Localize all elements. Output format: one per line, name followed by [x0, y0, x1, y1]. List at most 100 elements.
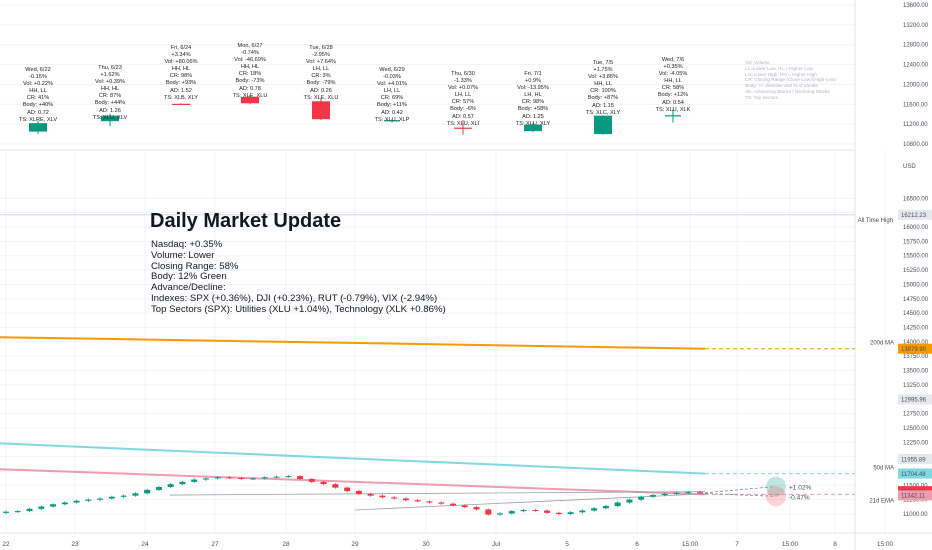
card-line: Body: +58%: [517, 106, 549, 113]
price-candle: [591, 508, 598, 511]
card-line: Thu, 6/23: [98, 65, 122, 71]
level-price-tag: 11955.89: [901, 457, 926, 463]
moving-average-lines: All Time High 200d MA 50d MA 21d EMA: [0, 214, 894, 511]
card-line: Body: -6%: [450, 106, 476, 113]
price-candle: [26, 508, 33, 512]
price-candle: [132, 493, 139, 496]
price-candle: [355, 491, 362, 494]
price-candle: [308, 478, 315, 482]
candle-body: [29, 123, 47, 132]
top-panel-price-axis[interactable]: 10800.00 11200.00 11600.00 12000.00 12400.00…: [903, 3, 929, 148]
card-line: TS: XLU, XLV: [92, 114, 128, 121]
card-line: HH, LL: [29, 88, 47, 95]
card-line: +3.34%: [171, 52, 191, 59]
ma50-price-tag-bg: [898, 468, 932, 479]
update-title: Daily Market Update: [150, 210, 342, 232]
ma50-line: [0, 442, 706, 475]
card-line: +0.9%: [524, 78, 542, 85]
price-candle: [697, 492, 703, 494]
price-tick-label: 14500.00: [903, 311, 929, 317]
ema21-price-tag-bg: [898, 490, 932, 501]
card-line: Body: +93%: [165, 80, 197, 87]
price-candle: [638, 496, 645, 500]
price-candle: [167, 484, 174, 488]
price-tick-label: 11200.00: [903, 122, 928, 128]
time-tick-label: 15:00: [682, 541, 699, 548]
price-candle: [14, 511, 21, 513]
price-tick-label: 14250.00: [903, 325, 929, 331]
price-tick-label: 15500.00: [903, 254, 929, 260]
card-line: Vol: +7.64%: [305, 59, 336, 66]
price-candle: [250, 478, 257, 480]
price-candle: [73, 500, 80, 503]
card-line: -0.15%: [29, 74, 47, 81]
price-candle: [626, 499, 633, 503]
price-candle: [426, 501, 433, 503]
candle-body: [384, 120, 400, 122]
price-candle: [3, 511, 9, 513]
daily-stats-card: Tue, 7/5 +1.75% Vol: +3.86% HH, LL CR: 100% B…: [563, 60, 643, 117]
daily-stats-card: Wed, 7/6 +0.35% Vol: -4.05% HH, LL CR: 58% Bo…: [633, 57, 713, 114]
ma200-price-tag-bg: [898, 343, 932, 354]
time-tick-label: 8: [833, 541, 837, 548]
price-candle: [438, 502, 445, 504]
candle-body: [594, 115, 612, 135]
price-candle: [602, 505, 609, 509]
price-candle: [461, 505, 468, 508]
candle-body: [454, 127, 472, 129]
main-panel-gridlines: [0, 150, 886, 533]
legend-line: Body: +/- direction and % of candle: [745, 83, 818, 89]
card-line: TS: XLU, XLP: [374, 116, 410, 123]
card-line: Body: +40%: [22, 102, 54, 109]
card-line: TS: XLU, XLK: [655, 106, 691, 113]
price-candle: [155, 487, 162, 490]
card-line: Thu, 6/30: [451, 71, 475, 77]
time-tick-label: 22: [2, 541, 10, 548]
price-candle: [673, 492, 680, 494]
card-line: TS: XLC, XLY: [585, 109, 621, 116]
projection-up-line: [699, 486, 776, 494]
time-tick-label: 5: [565, 541, 569, 548]
price-tick-label: 10800.00: [903, 142, 929, 148]
time-axis[interactable]: 22 23 24 27 28 29 30 Jul 5 6 15:00 7 15:00 8 15:00: [0, 532, 932, 548]
card-line: TS: XLB, XLY: [163, 94, 199, 101]
card-line: CR: 58%: [661, 85, 685, 92]
price-tick-label: 15000.00: [903, 282, 929, 288]
price-axis-unit: USD: [903, 164, 916, 170]
daily-stats-card: Thu, 6/23 +1.62% Vol: +0.39% HH, HL CR: 87% B…: [70, 65, 150, 122]
time-tick-label: Jul: [492, 541, 501, 548]
price-candle: [532, 509, 539, 511]
price-tick-label: 15750.00: [903, 239, 929, 245]
legend-line: Vol: Volume: [745, 60, 770, 65]
card-line: HH, HL: [100, 86, 120, 93]
price-candle: [344, 487, 351, 492]
price-candle: [214, 477, 221, 479]
card-line: Vol: +0.39%: [94, 79, 125, 86]
price-candle: [391, 497, 398, 499]
card-line: AD: 0.42: [381, 109, 403, 116]
price-candle: [367, 493, 374, 496]
price-candle: [61, 502, 68, 505]
update-line: Nasdaq: +0.35%: [151, 239, 223, 250]
price-candle: [50, 504, 57, 507]
card-line: TS: XLE, XLU: [303, 94, 339, 101]
candle-body: [665, 115, 681, 117]
ema21-label: 21d EMA: [869, 498, 894, 504]
card-line: Mon, 6/27: [237, 43, 263, 49]
price-candle: [144, 489, 151, 494]
projection-up-marker: [766, 476, 786, 497]
legend-line: LH=Lower High, HH = Higher High: [745, 71, 817, 77]
card-line: HH, LL: [664, 78, 682, 85]
price-candle: [120, 495, 127, 497]
price-candle: [38, 506, 45, 509]
update-line: Advance/Decline:: [151, 282, 226, 294]
ma200-line: [0, 336, 706, 350]
price-candle: [485, 509, 492, 515]
card-line: HH, HL: [171, 66, 191, 73]
price-tick-label: 12500.00: [903, 426, 929, 432]
all-time-high-label: All Time High: [858, 218, 893, 224]
indicator-legend: Vol: Volume LL=Lower Low, HL = Higher Low…: [745, 60, 855, 101]
ma50-price-tag: 11704.48: [901, 472, 926, 478]
price-tick-label: 12250.00: [903, 440, 929, 446]
price-tick-label: 13250.00: [903, 383, 929, 389]
